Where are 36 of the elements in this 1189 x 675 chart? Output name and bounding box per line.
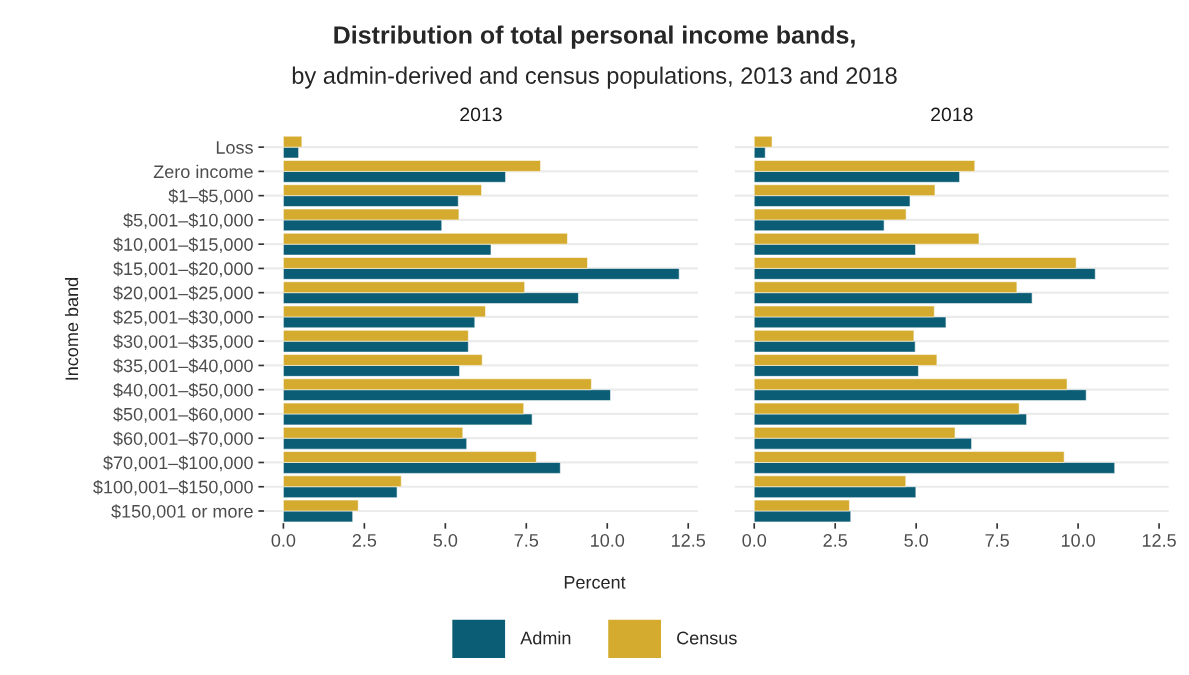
x-tick-label: 10.0: [1061, 534, 1095, 547]
x-tick-label: 0.0: [271, 534, 296, 547]
y-tick-label: $35,001–$40,000: [113, 358, 253, 375]
x-tick-label: 12.5: [672, 534, 706, 547]
y-tick-label: $40,001–$50,000: [113, 382, 253, 399]
y-tick-label: $100,001–$150,000: [93, 479, 253, 496]
y-tick-label: $15,001–$20,000: [113, 261, 253, 278]
x-tick-label: 10.0: [591, 534, 625, 547]
y-tick-label: $70,001–$100,000: [103, 455, 253, 472]
x-axis-title: Percent: [564, 576, 626, 589]
y-tick-label: $25,001–$30,000: [113, 310, 253, 326]
y-tick-label: $5,001–$10,000: [123, 213, 253, 229]
y-tick-label: Loss: [216, 141, 253, 154]
y-tick-label: $1–$5,000: [168, 188, 253, 205]
x-tick-label: 5.0: [433, 534, 458, 547]
y-tick-label: Zero income: [153, 164, 253, 179]
y-axis-title: Income band: [64, 278, 79, 380]
x-tick-label: 0.0: [742, 534, 767, 547]
x-tick-label: 12.5: [1142, 534, 1176, 547]
text: Distribution of total personal income bands,: [334, 25, 855, 49]
text: by admin-derived and census populations, 2013 and 2018: [292, 66, 897, 89]
y-tick-label: $10,001–$15,000: [113, 237, 253, 254]
y-tick-label: $30,001–$35,000: [113, 334, 253, 351]
chart-title: 2018: [931, 107, 973, 122]
x-tick-label: 5.0: [904, 534, 929, 547]
y-tick-label: $50,001–$60,000: [113, 407, 253, 423]
x-tick-label: 7.5: [514, 534, 539, 547]
legend-label: Admin: [520, 631, 571, 645]
x-tick-label: 2.5: [352, 534, 377, 547]
x-tick-label: 7.5: [985, 534, 1009, 547]
y-tick-label: $150,001 or more: [111, 504, 253, 520]
x-tick-label: 2.5: [823, 534, 847, 547]
chart-title: 2013: [460, 107, 502, 122]
y-tick-label: $20,001–$25,000: [113, 285, 253, 302]
y-tick-label: $60,001–$70,000: [113, 431, 253, 448]
legend-label: Census: [677, 631, 737, 645]
